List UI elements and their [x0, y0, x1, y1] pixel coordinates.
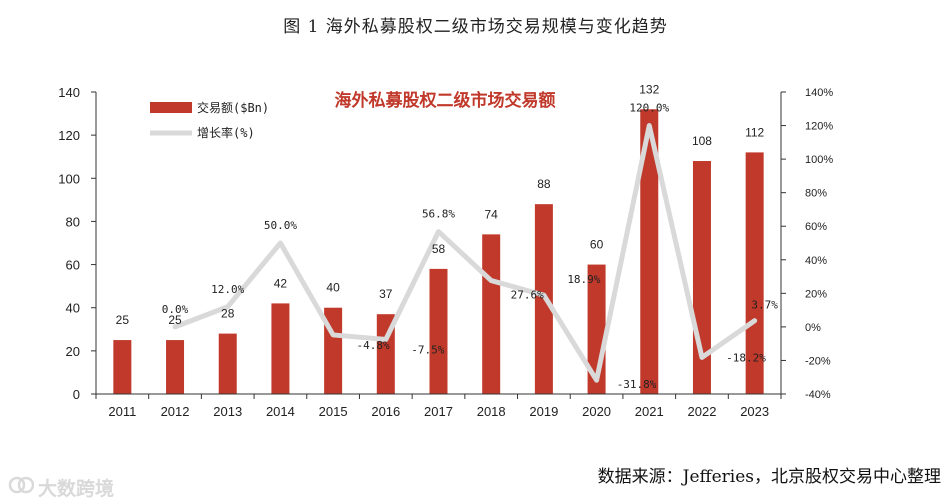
y-right-tick-label: 80% — [805, 188, 827, 200]
growth-rate-label: 120.0% — [629, 102, 669, 115]
chart-title: 海外私募股权二级市场交易额 — [335, 90, 556, 111]
x-tick-label: 2019 — [529, 404, 558, 419]
y-left-tick-label: 120 — [58, 128, 80, 143]
y-left-tick-label: 140 — [58, 85, 80, 100]
bar-value-label: 74 — [485, 207, 499, 221]
y-right-tick-label: 140% — [805, 87, 833, 99]
bar-2018 — [482, 234, 501, 394]
y-left-tick-label: 20 — [66, 344, 80, 359]
x-tick-label: 2016 — [371, 404, 400, 419]
growth-rate-label: 12.0% — [211, 283, 244, 296]
y-left-tick-label: 60 — [66, 258, 80, 273]
x-tick-label: 2012 — [161, 404, 190, 419]
legend-label-bar: 交易额($Bn) — [197, 100, 269, 115]
y-left-tick-label: 100 — [58, 171, 80, 186]
y-right-tick-label: 20% — [805, 288, 827, 300]
y-right-tick-label: 0% — [805, 322, 821, 334]
y-left-tick-label: 0 — [73, 387, 80, 402]
bar-value-label: 40 — [326, 281, 340, 295]
y-right-tick-label: 40% — [805, 255, 827, 267]
growth-rate-label: -31.8% — [617, 378, 657, 391]
growth-rate-label: 0.0% — [162, 303, 189, 316]
bar-2014 — [271, 303, 290, 394]
watermark-text: 大数跨境 — [38, 478, 115, 500]
x-tick-label: 2022 — [688, 404, 717, 419]
x-tick-label: 2017 — [424, 404, 453, 419]
growth-rate-label: -4.8% — [357, 339, 390, 352]
bar-2013 — [218, 333, 237, 394]
x-tick-label: 2011 — [108, 404, 136, 419]
bar-value-label: 28 — [221, 307, 235, 321]
x-tick-label: 2023 — [740, 404, 769, 419]
y-left-tick-label: 40 — [66, 301, 80, 316]
bar-value-label: 108 — [692, 134, 712, 148]
bar-2023 — [745, 152, 764, 394]
legend-swatch-bar — [150, 102, 192, 113]
x-tick-label: 2013 — [213, 404, 242, 419]
growth-rate-label: 3.7% — [751, 299, 778, 312]
legend-label-line: 增长率(%) — [197, 125, 255, 140]
x-tick-label: 2018 — [477, 404, 506, 419]
watermark-logo-icon — [8, 476, 35, 499]
bar-value-label: 132 — [639, 82, 659, 96]
x-tick-label: 2020 — [582, 404, 611, 419]
growth-rate-label: -18.2% — [726, 351, 766, 364]
bar-2021 — [640, 109, 659, 394]
growth-rate-label: 27.6% — [511, 289, 544, 302]
y-left-tick-label: 80 — [66, 214, 80, 229]
growth-rate-label: 56.8% — [422, 208, 455, 221]
bar-value-label: 37 — [379, 287, 393, 301]
bar-value-label: 112 — [745, 125, 764, 139]
bar-value-label: 88 — [537, 177, 551, 191]
bar-value-label: 60 — [590, 238, 604, 252]
source-note: 数据来源：Jefferies，北京股权交易中心整理 — [597, 467, 941, 487]
bar-value-label: 25 — [168, 313, 182, 327]
bar-value-label: 25 — [116, 313, 130, 327]
bar-2017 — [429, 268, 448, 394]
growth-line — [172, 123, 758, 383]
watermark: 大数跨境 — [8, 474, 114, 501]
x-tick-label: 2015 — [319, 404, 348, 419]
growth-rate-label: 18.9% — [567, 273, 600, 286]
y-right-tick-label: 120% — [805, 121, 833, 133]
y-right-tick-label: -20% — [805, 355, 831, 367]
y-right-tick-label: -40% — [805, 389, 831, 401]
bar-2011 — [113, 340, 132, 394]
x-tick-label: 2014 — [266, 404, 295, 419]
bar-2012 — [166, 340, 185, 394]
x-tick-label: 2021 — [635, 404, 664, 419]
y-right-tick-label: 60% — [805, 221, 827, 233]
growth-rate-label: 50.0% — [264, 219, 297, 232]
growth-rate-label: -7.5% — [411, 343, 444, 356]
bar-value-label: 42 — [274, 276, 288, 290]
bar-value-label: 58 — [432, 242, 446, 256]
y-right-tick-label: 100% — [805, 154, 833, 166]
figure-title: 图 1 海外私募股权二级市场交易规模与变化趋势 — [283, 17, 668, 37]
